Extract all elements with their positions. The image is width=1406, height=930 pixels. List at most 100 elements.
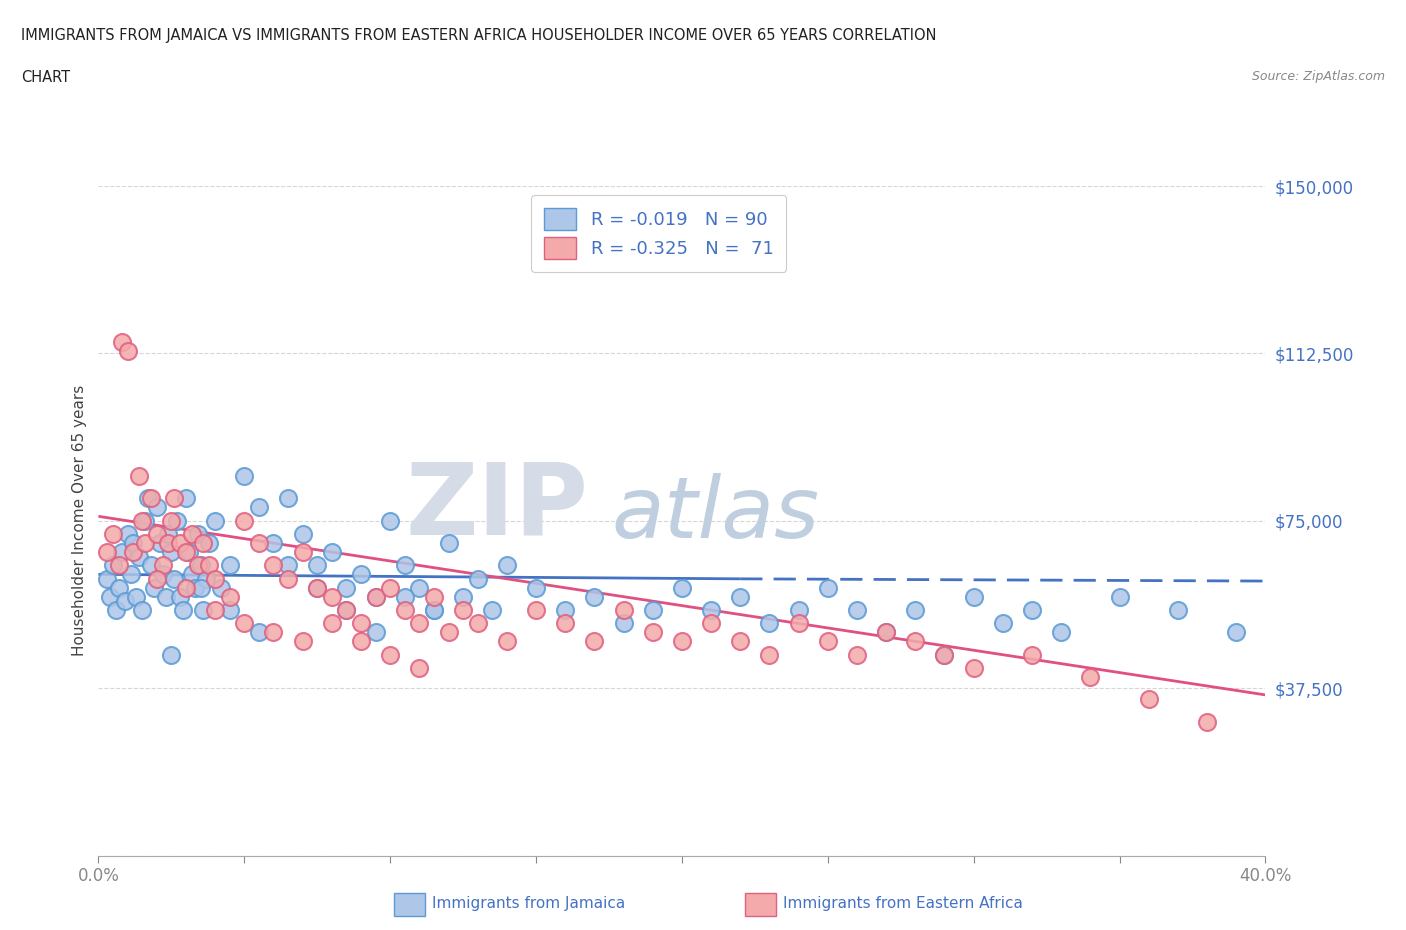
Point: [423, 603, 446, 618]
Text: Source: ZipAtlas.com: Source: ZipAtlas.com: [1251, 70, 1385, 83]
Point: [394, 603, 416, 618]
Point: [169, 536, 191, 551]
Point: [172, 603, 194, 618]
Point: [467, 571, 489, 586]
Point: [934, 647, 956, 662]
Point: [128, 469, 150, 484]
Point: [111, 335, 134, 350]
Point: [1167, 603, 1189, 618]
Point: [378, 647, 402, 662]
Point: [451, 603, 474, 618]
Point: [875, 625, 897, 640]
Point: [160, 513, 183, 528]
Point: [437, 536, 460, 551]
Point: [163, 491, 186, 506]
Point: [875, 625, 897, 640]
Point: [671, 580, 693, 595]
Point: [136, 491, 159, 506]
Point: [247, 536, 270, 551]
Point: [120, 567, 142, 582]
Legend: R = -0.019   N = 90, R = -0.325   N =  71: R = -0.019 N = 90, R = -0.325 N = 71: [531, 195, 786, 272]
Point: [160, 545, 183, 560]
Point: [291, 545, 314, 560]
Point: [152, 567, 174, 582]
Point: [139, 491, 162, 506]
Point: [524, 603, 547, 618]
Point: [350, 567, 373, 582]
Point: [117, 344, 139, 359]
Point: [111, 545, 134, 560]
Point: [247, 500, 270, 515]
Point: [233, 469, 256, 484]
Point: [364, 590, 387, 604]
Point: [394, 590, 416, 604]
Point: [98, 590, 121, 604]
Point: [218, 590, 240, 604]
Point: [408, 616, 430, 631]
Point: [174, 491, 197, 506]
Point: [423, 603, 446, 618]
Point: [122, 545, 145, 560]
Point: [700, 616, 723, 631]
Point: [218, 558, 240, 573]
Point: [190, 580, 212, 595]
Point: [378, 580, 402, 595]
Point: [146, 526, 169, 541]
Point: [193, 603, 215, 618]
Point: [277, 571, 299, 586]
Point: [307, 580, 329, 595]
Text: IMMIGRANTS FROM JAMAICA VS IMMIGRANTS FROM EASTERN AFRICA HOUSEHOLDER INCOME OVE: IMMIGRANTS FROM JAMAICA VS IMMIGRANTS FR…: [21, 28, 936, 43]
Point: [845, 647, 868, 662]
Point: [524, 580, 547, 595]
Point: [845, 603, 868, 618]
Point: [408, 660, 430, 675]
Point: [131, 513, 153, 528]
Point: [817, 634, 839, 649]
Point: [730, 590, 752, 604]
Point: [641, 603, 664, 618]
Point: [117, 526, 139, 541]
Point: [350, 616, 373, 631]
Point: [187, 526, 209, 541]
Point: [495, 634, 517, 649]
Point: [146, 500, 169, 515]
Point: [758, 647, 780, 662]
Point: [190, 558, 212, 573]
Point: [335, 603, 357, 618]
Point: [671, 634, 693, 649]
Point: [166, 513, 188, 528]
Point: [187, 558, 209, 573]
Point: [204, 513, 226, 528]
Point: [350, 634, 373, 649]
Text: Immigrants from Jamaica: Immigrants from Jamaica: [432, 897, 624, 911]
Point: [193, 536, 215, 551]
Point: [180, 526, 202, 541]
Point: [934, 647, 956, 662]
Point: [321, 590, 343, 604]
Point: [180, 567, 202, 582]
Point: [125, 590, 148, 604]
Point: [233, 513, 256, 528]
Point: [177, 545, 200, 560]
Point: [101, 558, 124, 573]
Point: [991, 616, 1014, 631]
Point: [1195, 714, 1218, 729]
Point: [335, 580, 357, 595]
Point: [204, 571, 226, 586]
Point: [307, 558, 329, 573]
Point: [139, 558, 162, 573]
Point: [104, 603, 127, 618]
Point: [1108, 590, 1130, 604]
Point: [321, 545, 343, 560]
Point: [96, 571, 118, 586]
Point: [157, 536, 180, 551]
Point: [195, 571, 218, 586]
Point: [554, 603, 576, 618]
Point: [583, 634, 606, 649]
Point: [262, 536, 284, 551]
Point: [612, 603, 634, 618]
Point: [481, 603, 503, 618]
Point: [131, 603, 153, 618]
Point: [122, 536, 145, 551]
Point: [108, 558, 131, 573]
